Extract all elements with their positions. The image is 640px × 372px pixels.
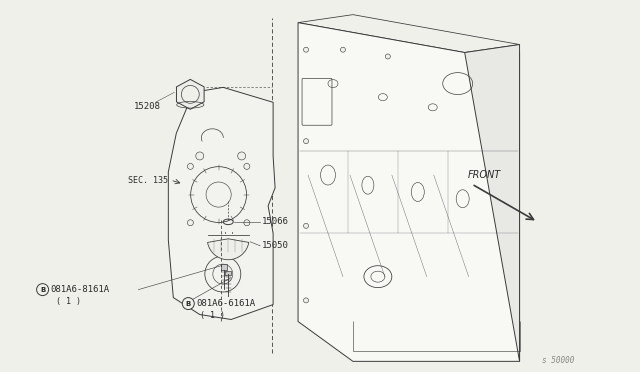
Circle shape (385, 54, 390, 59)
Text: s 50000: s 50000 (541, 356, 574, 365)
Text: 081A6-8161A: 081A6-8161A (51, 285, 109, 294)
Polygon shape (298, 23, 520, 361)
Text: B: B (186, 301, 191, 307)
Text: ( 1 ): ( 1 ) (200, 311, 225, 320)
Circle shape (303, 298, 308, 303)
Circle shape (340, 47, 346, 52)
Text: 15050: 15050 (262, 241, 289, 250)
Circle shape (181, 86, 199, 103)
Polygon shape (221, 264, 227, 270)
Text: FRONT: FRONT (468, 170, 501, 180)
Circle shape (188, 163, 193, 169)
Circle shape (196, 152, 204, 160)
Wedge shape (207, 239, 249, 260)
Circle shape (303, 223, 308, 228)
Circle shape (182, 298, 195, 310)
Text: ( 1 ): ( 1 ) (56, 297, 81, 306)
Text: 081A6-6161A: 081A6-6161A (196, 299, 255, 308)
Text: SEC. 135: SEC. 135 (129, 176, 168, 185)
Text: B: B (40, 286, 45, 293)
Circle shape (244, 163, 250, 169)
Polygon shape (177, 79, 204, 109)
Text: 15208: 15208 (133, 102, 160, 111)
Polygon shape (225, 271, 231, 275)
Polygon shape (465, 45, 520, 361)
Polygon shape (168, 87, 275, 320)
Text: 15066: 15066 (262, 217, 289, 227)
Circle shape (303, 139, 308, 144)
Circle shape (36, 283, 49, 296)
Circle shape (244, 220, 250, 226)
Circle shape (188, 220, 193, 226)
Circle shape (237, 152, 246, 160)
Circle shape (303, 47, 308, 52)
